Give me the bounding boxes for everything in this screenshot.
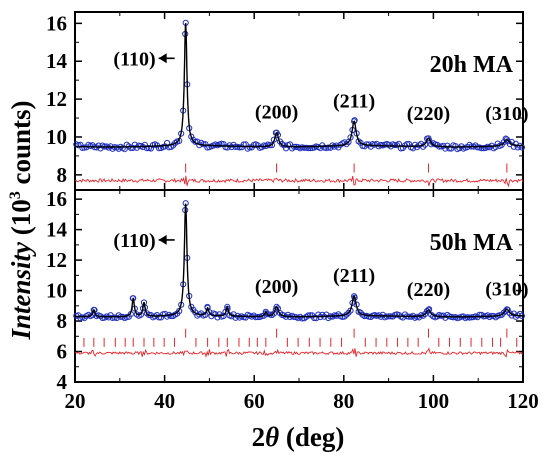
- observed-point: [503, 306, 510, 313]
- observed-point: [220, 141, 227, 148]
- observed-point: [446, 145, 453, 152]
- y-tick-label: 14: [46, 218, 68, 242]
- observed-point: [204, 304, 211, 311]
- observed-point: [123, 314, 130, 321]
- observed-point: [341, 313, 348, 320]
- x-tick-label: 20: [65, 389, 86, 413]
- observed-point: [516, 310, 524, 318]
- y-tick-label: 10: [46, 125, 67, 149]
- y-tick-label: 12: [46, 248, 67, 272]
- observed-point: [311, 314, 318, 322]
- observed-point: [157, 314, 165, 321]
- observed-point: [307, 145, 314, 152]
- calculated-curve: [75, 23, 523, 148]
- x-tick-label: 60: [244, 389, 265, 413]
- observed-point: [129, 144, 136, 151]
- observed-point: [351, 118, 358, 125]
- peak-label: (310): [485, 278, 528, 300]
- panel-frame: [74, 11, 524, 191]
- x-tick-label: 80: [333, 389, 354, 413]
- y-axis-title-after: counts): [6, 100, 36, 191]
- observed-point: [81, 315, 88, 322]
- peak-arrow-head: [158, 53, 167, 64]
- observed-point: [425, 306, 432, 313]
- difference-curve: [74, 175, 524, 188]
- calculated-curve: [75, 203, 523, 318]
- observed-point: [236, 144, 243, 151]
- observed-point: [351, 293, 358, 300]
- observed-point: [478, 145, 485, 152]
- x-tick-label: 120: [507, 389, 539, 413]
- observed-point: [319, 311, 326, 318]
- observed-point: [456, 145, 463, 152]
- observed-point: [155, 314, 163, 321]
- peak-label: (310): [485, 103, 528, 125]
- peak-label: (200): [255, 276, 298, 298]
- y-tick-label: 16: [46, 187, 67, 211]
- observed-point: [168, 312, 175, 320]
- y-tick-label: 16: [46, 11, 67, 35]
- observed-point: [357, 139, 364, 146]
- observed-point: [305, 145, 312, 152]
- x-axis: 20 40 60 80 100 120: [65, 389, 539, 413]
- observed-point: [232, 314, 239, 321]
- x-tick-label: 40: [154, 389, 175, 413]
- observed-point: [224, 303, 231, 310]
- observed-point: [377, 313, 384, 320]
- panel-20h: 8 10 12 14 16 (110) (200) (211) (220) (310) 20h MA: [46, 11, 529, 191]
- x-axis-title: 2θ (deg): [252, 422, 345, 452]
- observed-point: [188, 133, 195, 140]
- y-tick-label: 12: [46, 87, 67, 111]
- peak-label: (110): [113, 230, 155, 252]
- observed-point: [273, 129, 280, 136]
- observed-point: [273, 303, 280, 310]
- peak-label: (220): [407, 279, 450, 301]
- peak-label: (200): [255, 102, 298, 124]
- observed-point: [190, 136, 197, 143]
- observed-point: [90, 306, 97, 313]
- y-tick-label: 8: [57, 309, 68, 333]
- observed-point: [307, 312, 314, 319]
- y-tick-label: 8: [57, 163, 68, 187]
- x-tick-label: 100: [418, 389, 450, 413]
- y-axis-title-italic: Intensity: [6, 241, 36, 341]
- peak-label: (110): [113, 48, 155, 70]
- x-axis-title-symbol: θ: [265, 422, 279, 452]
- x-axis-title-prefix: 2: [252, 422, 266, 452]
- peak-arrow-head: [158, 234, 167, 245]
- peak-label: (220): [407, 103, 450, 125]
- observed-point: [476, 311, 483, 318]
- difference-curve: [74, 347, 524, 359]
- observed-point: [192, 138, 199, 145]
- observed-point: [141, 141, 148, 148]
- panel-label: 20h MA: [430, 52, 514, 78]
- y-tick-label: 6: [57, 340, 68, 364]
- x-axis-title-suffix: (deg): [279, 422, 344, 452]
- observed-point: [425, 135, 432, 142]
- panel-50h: 4 6 8 10 12 14 16 (110) (200) (211) (220) (310) 50h …: [46, 187, 529, 394]
- observed-point: [127, 144, 134, 151]
- observed-point: [262, 308, 269, 315]
- y-axis-title-before: (10: [6, 199, 36, 242]
- observed-point: [503, 136, 510, 143]
- observed-point: [391, 141, 398, 149]
- y-tick-label: 14: [46, 49, 68, 73]
- y-tick-label: 4: [57, 370, 68, 394]
- peak-label: (211): [333, 265, 375, 287]
- observed-point: [299, 315, 306, 322]
- panel-label: 50h MA: [430, 230, 514, 256]
- y-tick-label: 10: [46, 279, 67, 303]
- observed-point: [143, 145, 150, 152]
- observed-point: [266, 142, 273, 149]
- peak-label: (211): [333, 90, 375, 112]
- observed-point: [518, 144, 526, 151]
- y-axis-title: Intensity (103 counts): [6, 100, 36, 340]
- observed-point: [301, 144, 308, 151]
- observed-point: [426, 306, 433, 313]
- y-axis-title-sup: 3: [7, 191, 24, 199]
